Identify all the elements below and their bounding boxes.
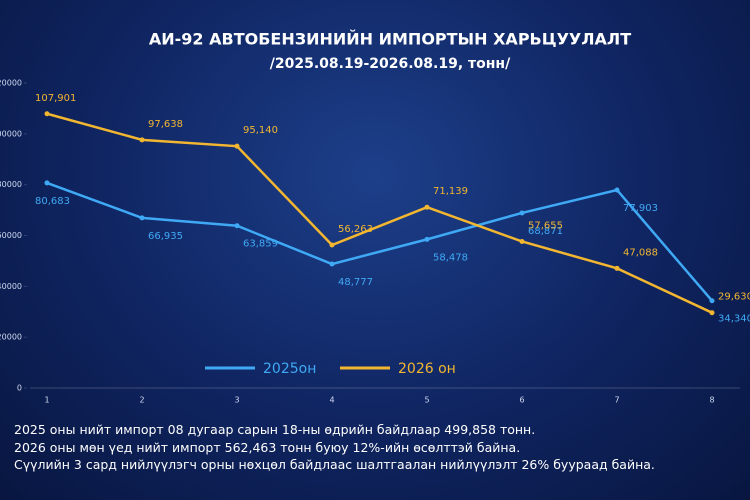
x-tick-label: 7 [614, 396, 619, 405]
chart-subtitle: /2025.08.19-2026.08.19, тонн/ [270, 56, 511, 72]
x-tick-label: 4 [329, 396, 334, 405]
point [234, 143, 240, 149]
chart: АИ-92 АВТОБЕНЗИНИЙН ИМПОРТЫН ХАРЬЦУУЛАЛТ… [0, 30, 750, 405]
x-tick-label: 8 [709, 396, 714, 405]
point [139, 137, 145, 143]
data-label: 66,935 [148, 231, 183, 242]
data-label: 63,859 [243, 239, 278, 250]
y-tick-label: 40000 [0, 282, 22, 291]
point [614, 187, 620, 193]
data-label: 56,263 [338, 224, 373, 235]
legend-label: 2026 он [398, 361, 456, 377]
data-label: 48,777 [338, 277, 373, 288]
point [424, 204, 430, 210]
note-line: Сүүлийн 3 сард нийлүүлэгч орны нөхцөл ба… [14, 457, 655, 472]
point [44, 111, 50, 117]
notes: 2025 оны нийт импорт 08 дугаар сарын 18-… [14, 421, 655, 474]
data-label: 77,903 [623, 203, 658, 214]
y-tick-label: 80000 [0, 180, 22, 189]
y-tick-label: 20000 [0, 333, 22, 342]
point [519, 210, 525, 216]
data-label: 80,683 [35, 196, 70, 207]
series-line [46, 181, 713, 302]
data-label: 68,871 [528, 226, 563, 237]
point [329, 261, 335, 267]
point [234, 223, 240, 229]
data-label: 97,638 [148, 119, 183, 130]
y-tick-label: 120000 [0, 79, 22, 88]
data-label: 107,901 [35, 93, 76, 104]
series-line [46, 112, 713, 314]
data-label: 71,139 [433, 186, 468, 197]
point [709, 310, 715, 316]
y-tick-label: 0 [17, 384, 22, 393]
x-tick-label: 6 [519, 396, 524, 405]
x-tick-label: 1 [44, 396, 49, 405]
point [329, 242, 335, 248]
data-label: 95,140 [243, 125, 278, 136]
x-tick-label: 5 [424, 396, 429, 405]
data-label: 58,478 [433, 252, 468, 263]
point [614, 265, 620, 271]
point [709, 298, 715, 304]
point [424, 236, 430, 242]
x-tick-label: 3 [234, 396, 239, 405]
data-label: 34,340 [718, 314, 750, 325]
data-label: 47,088 [623, 247, 658, 258]
y-tick-label: 60000 [0, 231, 22, 240]
x-tick-label: 2 [139, 396, 144, 405]
legend-label: 2025он [263, 361, 316, 377]
point [139, 215, 145, 221]
y-tick-label: 100000 [0, 129, 22, 138]
note-line: 2026 оны мөн үед нийт импорт 562,463 тон… [14, 439, 521, 455]
data-label: 57,655 [528, 220, 563, 231]
point [519, 238, 525, 244]
note-line: 2025 оны нийт импорт 08 дугаар сарын 18-… [14, 422, 536, 437]
data-label: 29,630 [718, 292, 750, 303]
chart-title: АИ-92 АВТОБЕНЗИНИЙН ИМПОРТЫН ХАРЬЦУУЛАЛТ [149, 30, 631, 49]
point [44, 180, 50, 186]
